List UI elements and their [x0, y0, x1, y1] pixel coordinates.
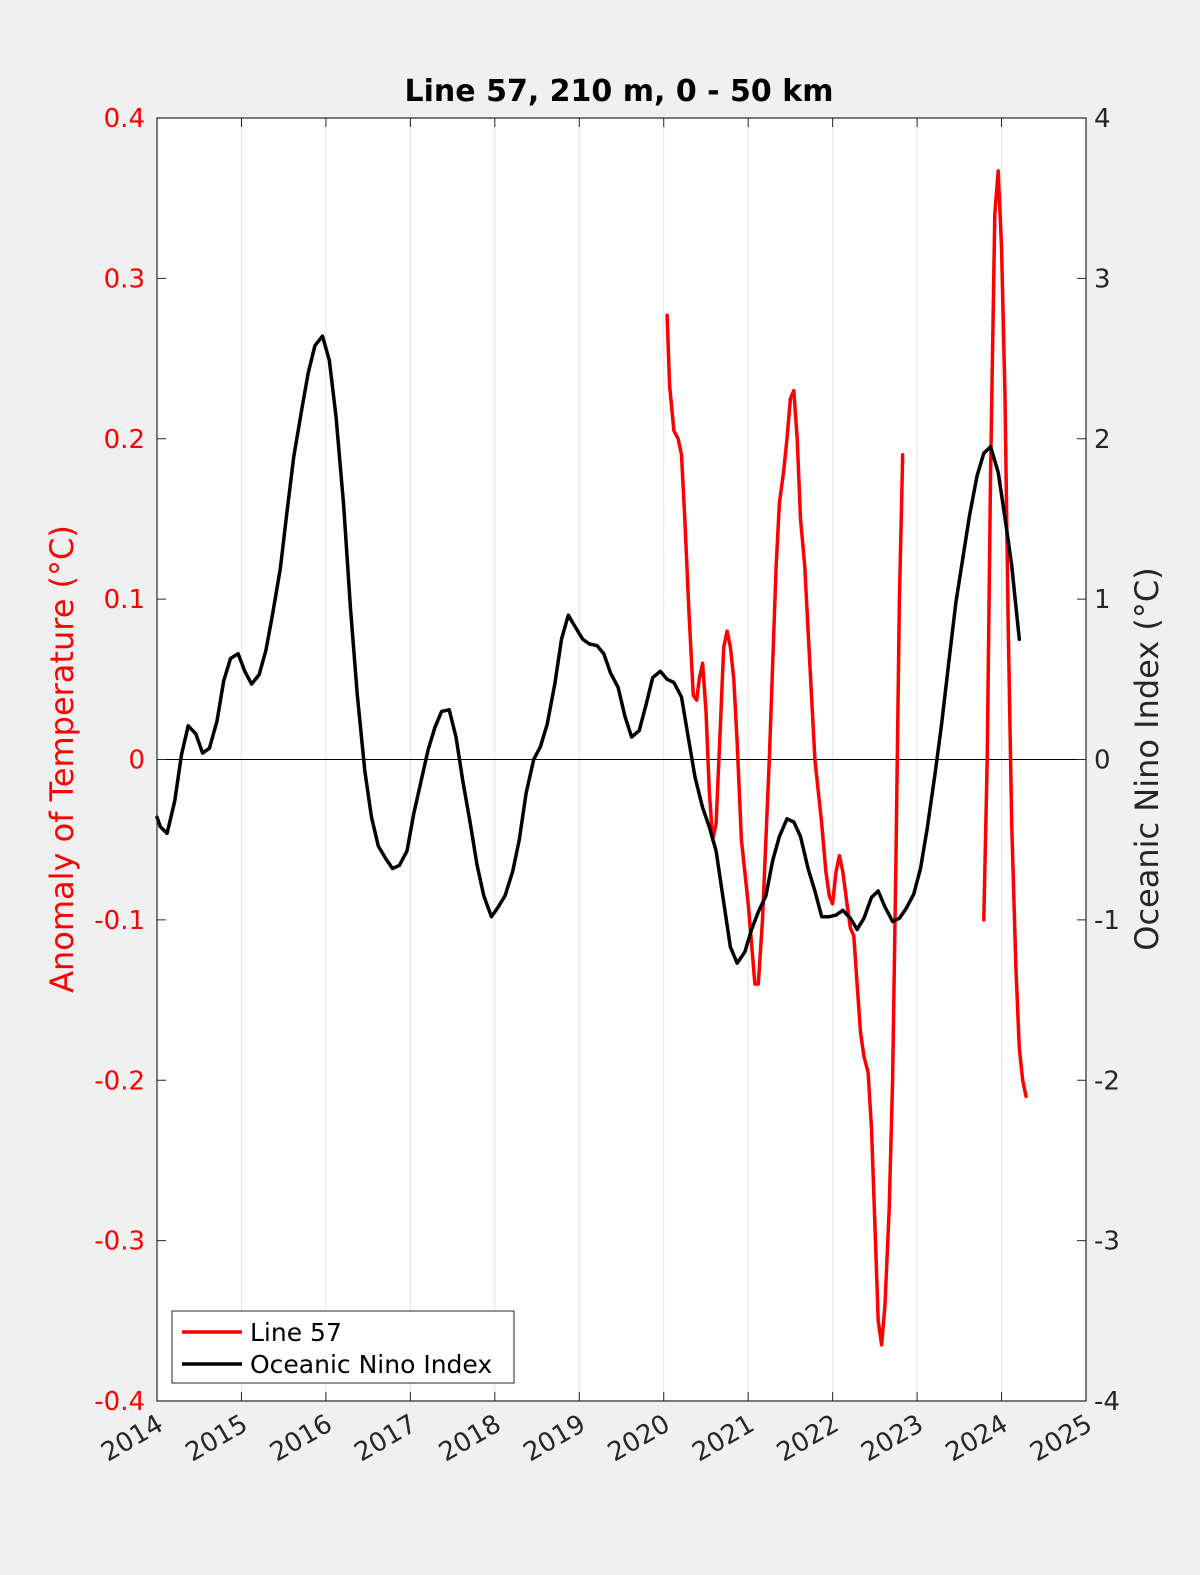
y-right-tick-label: 4 [1094, 104, 1111, 134]
x-tick-label: 2015 [181, 1409, 253, 1468]
series-line-line-57 [982, 169, 1028, 1099]
y-right-tick-label: 0 [1094, 746, 1111, 776]
y-left-tick-label: 0.1 [104, 585, 145, 615]
x-tick-label: 2024 [941, 1409, 1013, 1468]
y-left-tick-label: 0 [128, 746, 145, 776]
y-left-tick-label: -0.4 [94, 1387, 145, 1417]
x-tick-label: 2016 [265, 1409, 337, 1468]
y-right-tick-label: -1 [1094, 906, 1120, 936]
y-left-tick-label: 0.3 [104, 264, 145, 294]
series-layer [155, 169, 1028, 1347]
y-right-tick-label: -2 [1094, 1066, 1120, 1096]
y-right-tick-label: -4 [1094, 1387, 1120, 1417]
x-tick-label: 2017 [350, 1409, 422, 1468]
y-right-tick-label: 3 [1094, 264, 1111, 294]
x-tick-label: 2018 [434, 1409, 506, 1468]
y-axis-right-ticks: -4 -3 -2 -1 0 1 2 3 4 [1094, 104, 1120, 1417]
y-left-tick-label: -0.3 [94, 1227, 145, 1257]
legend-label-line57: Line 57 [250, 1318, 342, 1347]
y-axis-right-label: Oceanic Nino Index (°C) [1128, 567, 1166, 950]
series-line-oceanic-nino-index [155, 334, 1022, 965]
series-line-line-57 [665, 313, 905, 1347]
y-right-tick-label: 2 [1094, 425, 1111, 455]
axis-ticks [156, 117, 1087, 1402]
x-tick-label: 2025 [1025, 1409, 1097, 1468]
y-right-tick-label: 1 [1094, 585, 1111, 615]
y-axis-left-label: Anomaly of Temperature (°C) [43, 525, 81, 993]
legend-label-oni: Oceanic Nino Index [250, 1350, 492, 1379]
y-left-tick-label: 0.4 [104, 104, 145, 134]
chart-title: Line 57, 210 m, 0 - 50 km [405, 74, 834, 109]
x-tick-label: 2014 [96, 1409, 168, 1468]
y-left-tick-label: 0.2 [104, 425, 145, 455]
x-tick-label: 2023 [856, 1409, 928, 1468]
y-right-tick-label: -3 [1094, 1227, 1120, 1257]
y-axis-left-ticks: -0.4 -0.3 -0.2 -0.1 0 0.1 0.2 0.3 0.4 [94, 104, 145, 1417]
legend: Line 57 Oceanic Nino Index [171, 1310, 515, 1384]
x-tick-label: 2019 [518, 1409, 590, 1468]
x-axis-ticks: 2014 2015 2016 2017 2018 2019 2020 2021 2022 2023… [96, 1409, 1097, 1468]
legend-box [171, 1310, 515, 1384]
x-tick-label: 2021 [687, 1409, 759, 1468]
y-left-tick-label: -0.1 [94, 906, 145, 936]
x-tick-label: 2020 [603, 1409, 675, 1468]
y-left-tick-label: -0.2 [94, 1066, 145, 1096]
x-tick-label: 2022 [772, 1409, 844, 1468]
